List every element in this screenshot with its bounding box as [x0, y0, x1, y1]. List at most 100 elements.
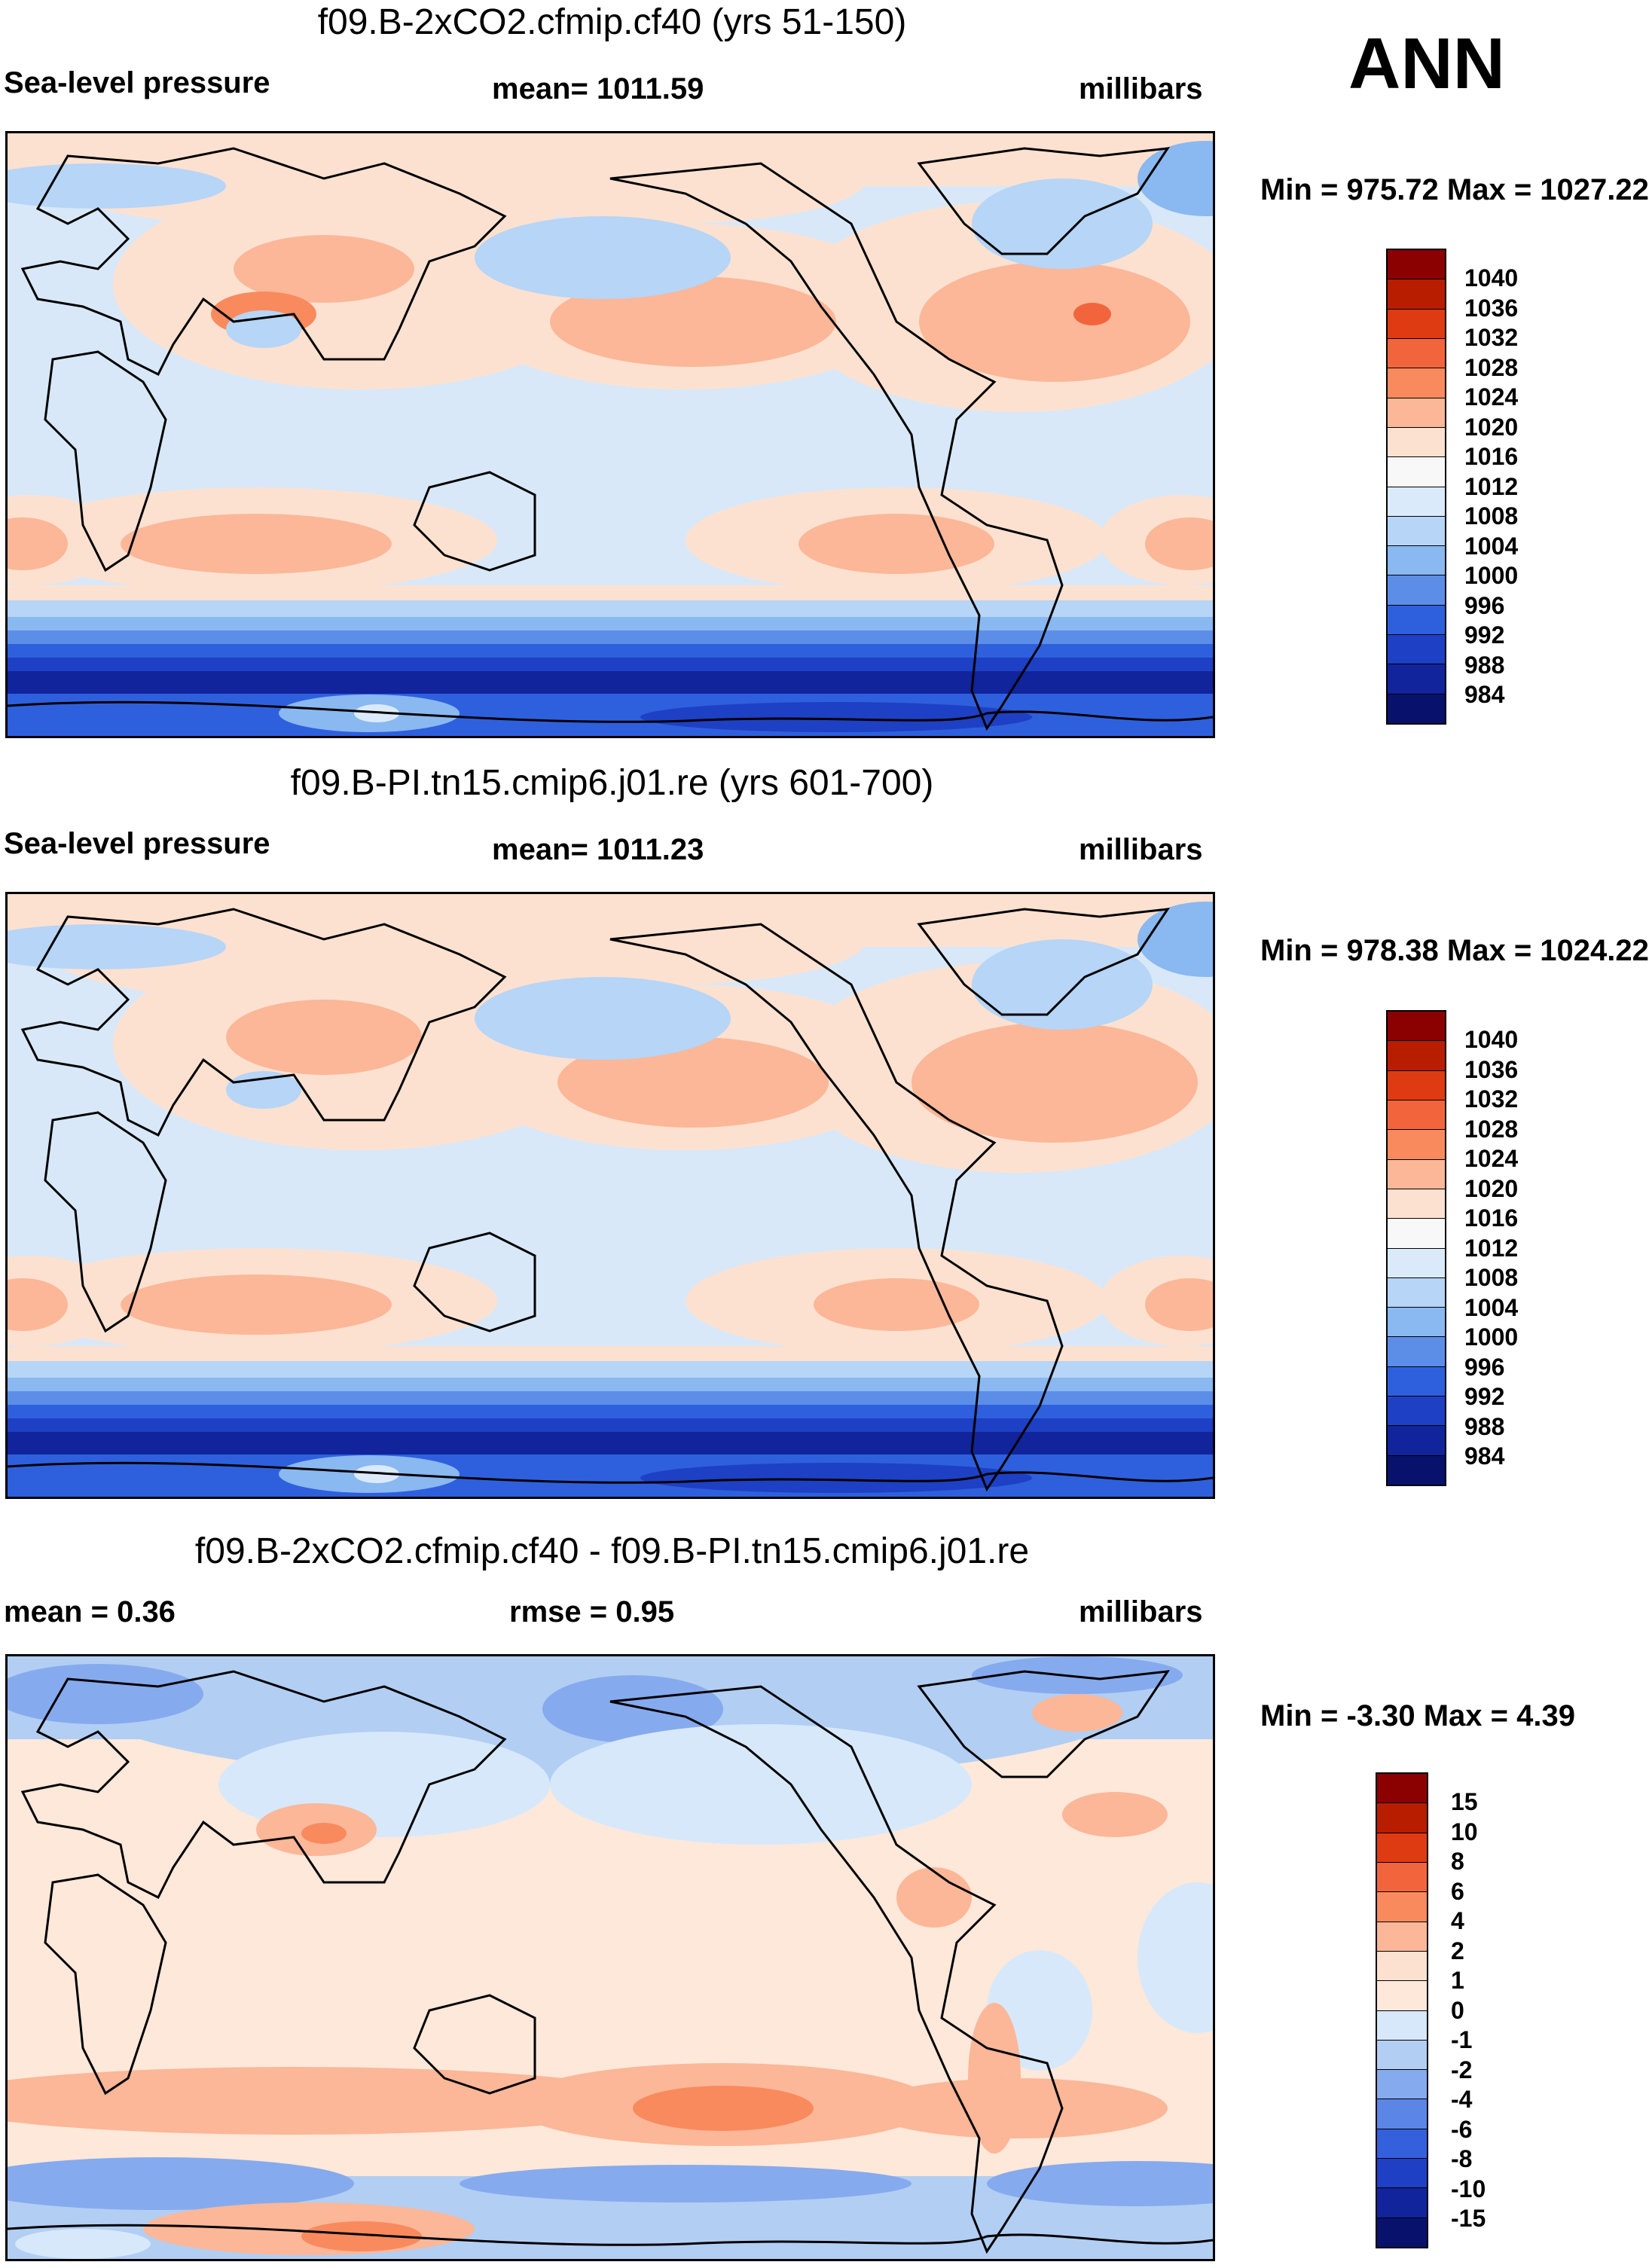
panel-units-label-model: millibars [1079, 72, 1203, 105]
panel-rmse-label-difference: rmse = 0.95 [509, 1595, 675, 1629]
colorbar-segment [1388, 1337, 1445, 1367]
colorbar-control [1386, 1010, 1446, 1486]
colorbar-segment [1388, 1455, 1445, 1485]
colorbar-segment [1388, 309, 1445, 339]
contour-map-control [5, 892, 1215, 1499]
colorbar-segment [1377, 1892, 1427, 1922]
season-label: ANN [1348, 23, 1505, 104]
colorbar-segment [1377, 1951, 1427, 1982]
colorbar-tick-label: 988 [1464, 1412, 1505, 1440]
colorbar-segment [1388, 1041, 1445, 1071]
colorbar-tick-label: 1032 [1464, 324, 1519, 351]
panel-left-label-model: Sea-level pressure [4, 66, 270, 99]
colorbar-segment [1377, 2070, 1427, 2100]
colorbar-tick-label: -4 [1451, 2086, 1473, 2113]
colorbar-tick-label: 1 [1451, 1967, 1464, 1994]
tick-spacer [1464, 1010, 1555, 1025]
colorbar-segment [1377, 2188, 1427, 2218]
colorbar-segment [1388, 575, 1445, 606]
colorbar-segment [1388, 250, 1445, 280]
colorbar-tick-label: 996 [1464, 591, 1505, 619]
tick-spacer [1464, 249, 1555, 264]
colorbar-segment [1377, 1803, 1427, 1833]
colorbar-tick-label: 1012 [1464, 472, 1519, 500]
colorbar-tick-label: 1036 [1464, 1055, 1519, 1083]
colorbar-segment [1377, 2099, 1427, 2129]
colorbar-tick-label: 1036 [1464, 294, 1519, 322]
contour-map-difference-svg [8, 1656, 1213, 2259]
colorbar-tick-label: 1008 [1464, 502, 1519, 530]
tick-spacer [1451, 1772, 1541, 1787]
colorbar-tick-label: -1 [1451, 2026, 1473, 2053]
colorbar-tick-label: 1028 [1464, 1115, 1519, 1143]
colorbar-tick-label: 1000 [1464, 1323, 1519, 1351]
colorbar-tick-label: 1024 [1464, 383, 1519, 411]
colorbar-tick-label: -10 [1451, 2175, 1486, 2202]
colorbar-segment [1377, 1981, 1427, 2011]
colorbar-tick-label: -6 [1451, 2115, 1473, 2143]
colorbar-tick-label: 1004 [1464, 532, 1519, 560]
contour-map-control-svg [8, 894, 1213, 1497]
colorbar-segment [1388, 1366, 1445, 1397]
panel-title-model: f09.B-2xCO2.cfmip.cf40 (yrs 51-150) [317, 2, 907, 42]
colorbar-segment [1388, 1012, 1445, 1042]
colorbar-segment [1388, 1426, 1445, 1456]
colorbar-segment [1388, 368, 1445, 398]
colorbar-tick-label: 8 [1451, 1848, 1464, 1875]
panel-minmax-difference: Min = -3.30 Max = 4.39 [1260, 1699, 1575, 1732]
colorbar-segment [1388, 635, 1445, 665]
colorbar-tick-label: 1040 [1464, 1026, 1519, 1053]
panel-mean-label-control: mean= 1011.23 [492, 833, 704, 866]
colorbar-tick-label: 2 [1451, 1937, 1464, 1964]
colorbar-tick-label: 1004 [1464, 1293, 1519, 1321]
panel-title-difference: f09.B-2xCO2.cfmip.cf40 - f09.B-PI.tn15.c… [194, 1531, 1030, 1571]
colorbar-segment [1377, 2159, 1427, 2189]
colorbar-segment [1377, 2040, 1427, 2071]
colorbar-tick-label: 984 [1464, 681, 1505, 708]
colorbar-tick-label: 1032 [1464, 1085, 1519, 1113]
colorbar-tick-label: 0 [1451, 1996, 1464, 2024]
colorbar-segment [1388, 1159, 1445, 1189]
colorbar-tick-label: 988 [1464, 651, 1505, 679]
tick-spacer [1464, 1471, 1555, 1486]
colorbar-tick-label: 1012 [1464, 1234, 1519, 1262]
colorbar-segment [1377, 2010, 1427, 2041]
colorbar-tick-label: 1040 [1464, 264, 1519, 292]
colorbar-difference [1376, 1772, 1428, 2248]
colorbar-segment [1388, 1219, 1445, 1249]
colorbar-tick-label: -8 [1451, 2145, 1473, 2172]
panel-minmax-model: Min = 975.72 Max = 1027.22 [1260, 173, 1649, 206]
contour-map-difference [5, 1654, 1215, 2261]
colorbar-segment [1377, 2129, 1427, 2160]
colorbar-segment [1388, 398, 1445, 428]
panel-title-control: f09.B-PI.tn15.cmip6.j01.re (yrs 601-700) [290, 763, 934, 803]
colorbar-segment [1388, 1070, 1445, 1100]
colorbar-segment [1388, 1277, 1445, 1308]
colorbar-tick-label: 1000 [1464, 562, 1519, 589]
colorbar-segment [1388, 279, 1445, 310]
colorbar-tick-label: 1024 [1464, 1145, 1519, 1172]
contour-map-model-svg [8, 133, 1213, 736]
colorbar-tick-label: 1016 [1464, 1204, 1519, 1232]
colorbar-segment [1388, 1308, 1445, 1338]
panel-mean-label-model: mean= 1011.59 [492, 72, 704, 105]
colorbar-segment [1388, 487, 1445, 517]
colorbar-segment [1377, 1922, 1427, 1952]
colorbar-segment [1377, 1862, 1427, 1893]
colorbar-segment [1388, 516, 1445, 547]
colorbar-tick-label: 1016 [1464, 443, 1519, 470]
colorbar-segment [1388, 1130, 1445, 1160]
colorbar-tick-label: -2 [1451, 2056, 1473, 2083]
panel-minmax-control: Min = 978.38 Max = 1024.22 [1260, 934, 1649, 967]
colorbar-segment [1388, 1100, 1445, 1131]
colorbar-ticks-control: 1040 1036 1032 1028 1024 1020 1016 1012 1008 1004… [1464, 1010, 1555, 1486]
tick-spacer [1464, 710, 1555, 725]
colorbar-segment [1388, 1248, 1445, 1278]
colorbar-tick-label: 992 [1464, 1383, 1505, 1410]
colorbar-tick-label: 996 [1464, 1353, 1505, 1381]
colorbar-segment [1388, 457, 1445, 487]
colorbar-segment [1388, 338, 1445, 369]
colorbar-ticks-difference: 15 10 8 6 4 2 1 0 -1 -2 -4 -6 -8 -10 -15 [1451, 1772, 1541, 2248]
colorbar-ticks-model: 1040 1036 1032 1028 1024 1020 1016 1012 1008 1004… [1464, 249, 1555, 725]
colorbar-segment [1388, 664, 1445, 694]
